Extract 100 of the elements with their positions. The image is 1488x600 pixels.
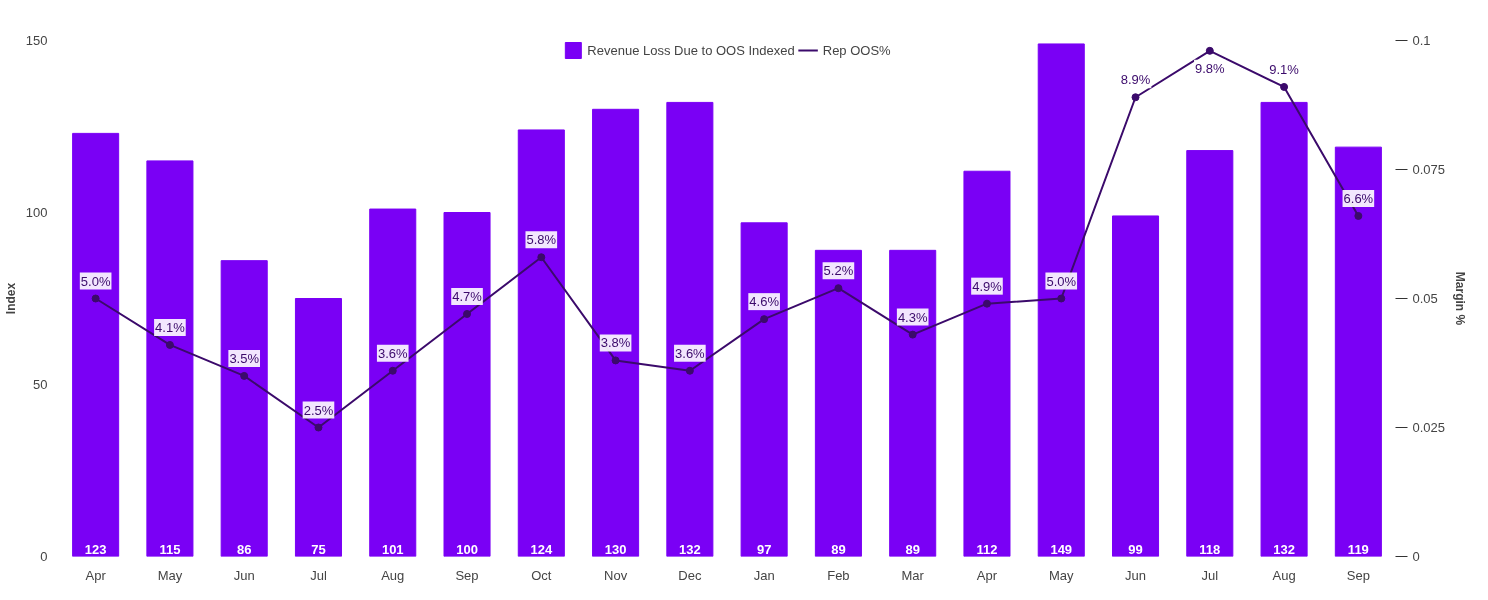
data-label: 97 xyxy=(756,541,772,557)
data-label: 4.1% xyxy=(155,319,186,335)
x-tick-label: Aug xyxy=(381,567,405,583)
data-label: 132 xyxy=(1273,541,1295,557)
bar xyxy=(1186,150,1234,557)
data-label: 3.6% xyxy=(675,345,706,361)
bar xyxy=(294,298,342,557)
data-label: 8.9% xyxy=(1120,72,1151,88)
x-tick-label: Jul xyxy=(310,567,327,583)
y2-tick-label: 0.025 xyxy=(1412,420,1446,435)
y-tick-label: 50 xyxy=(33,377,48,392)
data-label: 5.0% xyxy=(1046,273,1077,289)
point xyxy=(834,284,843,293)
bar xyxy=(146,160,194,557)
bar xyxy=(666,101,714,557)
data-label: 4.9% xyxy=(972,278,1003,294)
point xyxy=(91,294,100,303)
data-label: 86 xyxy=(236,541,252,557)
y-axis-title: Index xyxy=(3,282,18,315)
x-tick-label: May xyxy=(157,567,183,583)
data-label: 119 xyxy=(1347,541,1369,557)
x-tick-label: Jun xyxy=(1125,567,1147,583)
point xyxy=(611,356,620,365)
data-label: 123 xyxy=(84,541,107,557)
data-label: 5.8% xyxy=(526,232,557,248)
x-tick-label: Feb xyxy=(827,567,850,583)
x-tick-label: Apr xyxy=(976,567,998,583)
legend-label: Rep OOS% xyxy=(822,42,891,58)
x-tick-label: Mar xyxy=(901,567,925,583)
data-label: 100 xyxy=(456,541,478,557)
data-label: 9.1% xyxy=(1269,61,1300,77)
point xyxy=(463,309,472,318)
data-label: 2.5% xyxy=(303,402,334,418)
data-label: 149 xyxy=(1050,541,1073,557)
point xyxy=(240,371,249,380)
x-tick-label: Oct xyxy=(531,567,552,583)
bar xyxy=(740,222,788,557)
data-label: 101 xyxy=(381,541,404,557)
data-label: 5.2% xyxy=(823,263,854,279)
point xyxy=(760,315,769,324)
point xyxy=(1354,211,1363,220)
legend-label: Revenue Loss Due to OOS Indexed xyxy=(587,42,795,58)
x-tick-label: Jul xyxy=(1201,567,1219,583)
y2-tick-label: 0.075 xyxy=(1412,162,1446,177)
x-tick-label: Jan xyxy=(753,567,775,583)
data-label: 99 xyxy=(1128,541,1143,557)
point xyxy=(1131,93,1140,102)
x-tick-label: Aug xyxy=(1272,567,1296,583)
data-label: 6.6% xyxy=(1343,190,1374,206)
bar xyxy=(814,249,862,557)
data-label: 132 xyxy=(679,541,701,557)
x-tick-label: May xyxy=(1048,567,1075,583)
data-label: 118 xyxy=(1199,541,1221,557)
point xyxy=(1057,294,1066,303)
y2-tick-label: 0.05 xyxy=(1412,291,1438,306)
bar xyxy=(1112,215,1160,557)
bar xyxy=(443,212,491,557)
y2-tick-label: 0 xyxy=(1412,549,1420,564)
data-label: 75 xyxy=(311,541,326,557)
y-tick-label: 100 xyxy=(25,205,48,220)
bar xyxy=(592,108,640,557)
point xyxy=(1280,82,1289,91)
point xyxy=(388,366,397,375)
data-label: 9.8% xyxy=(1194,60,1226,76)
data-label: 115 xyxy=(159,541,181,557)
x-tick-label: Jun xyxy=(233,567,255,583)
y2-axis-title: Margin % xyxy=(1453,271,1468,326)
x-tick-label: Sep xyxy=(1346,567,1370,583)
point xyxy=(982,299,991,308)
bar xyxy=(72,132,120,557)
bar xyxy=(1037,43,1085,557)
data-label: 3.8% xyxy=(600,335,631,351)
point xyxy=(908,330,917,339)
y-tick-label: 150 xyxy=(25,33,48,48)
bar xyxy=(369,208,417,557)
point xyxy=(165,340,174,349)
x-tick-label: Apr xyxy=(85,567,107,583)
bar xyxy=(963,170,1011,557)
data-label: 89 xyxy=(831,541,846,557)
point xyxy=(314,423,323,432)
bar xyxy=(517,129,565,557)
x-tick-label: Sep xyxy=(455,567,479,583)
x-tick-label: Nov xyxy=(604,567,628,583)
y-tick-label: 0 xyxy=(40,549,48,564)
data-label: 112 xyxy=(976,541,998,557)
data-label: 5.0% xyxy=(80,273,111,289)
point xyxy=(1205,46,1214,55)
data-label: 4.6% xyxy=(749,294,780,310)
bar xyxy=(220,260,268,557)
data-label: 4.7% xyxy=(452,288,483,304)
point xyxy=(537,253,546,262)
data-label: 3.6% xyxy=(377,345,409,361)
data-label: 124 xyxy=(530,541,553,557)
point xyxy=(685,366,694,375)
data-label: 130 xyxy=(604,541,627,557)
data-label: 89 xyxy=(905,541,920,557)
y2-tick-label: 0.1 xyxy=(1412,33,1431,48)
bar xyxy=(1334,146,1382,557)
x-tick-label: Dec xyxy=(678,567,702,583)
bar xyxy=(1260,101,1308,557)
